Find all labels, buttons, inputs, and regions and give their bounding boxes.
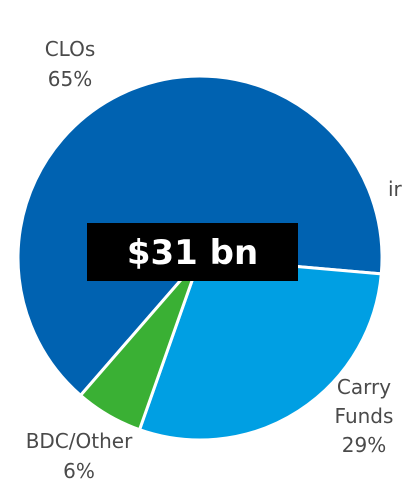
slice-label-clos: CLOs 65% (45, 37, 96, 91)
slice-label-line: 29% (342, 433, 386, 457)
slice-label-line: 6% (63, 459, 95, 483)
slice-label-line: CLOs (45, 37, 96, 61)
center-value: $31 bn (127, 233, 258, 273)
slice-label-bdc-other: BDC/Other 6% (26, 429, 133, 483)
center-value-box (87, 223, 298, 281)
pie-slice-bdc-other (79, 256, 202, 432)
slice-label-line: BDC/Other (26, 429, 133, 453)
cut-off-label: ir (388, 177, 403, 201)
slice-labels: CLOs 65% Carry Funds 29% BDC/Other 6% (26, 37, 394, 483)
slice-label-line: 65% (48, 67, 92, 91)
slice-label-line: Carry (337, 375, 391, 399)
slice-label-carry: Carry Funds 29% (335, 375, 394, 457)
slice-label-line: Funds (335, 404, 394, 428)
pie-slice-carry (138, 256, 383, 442)
